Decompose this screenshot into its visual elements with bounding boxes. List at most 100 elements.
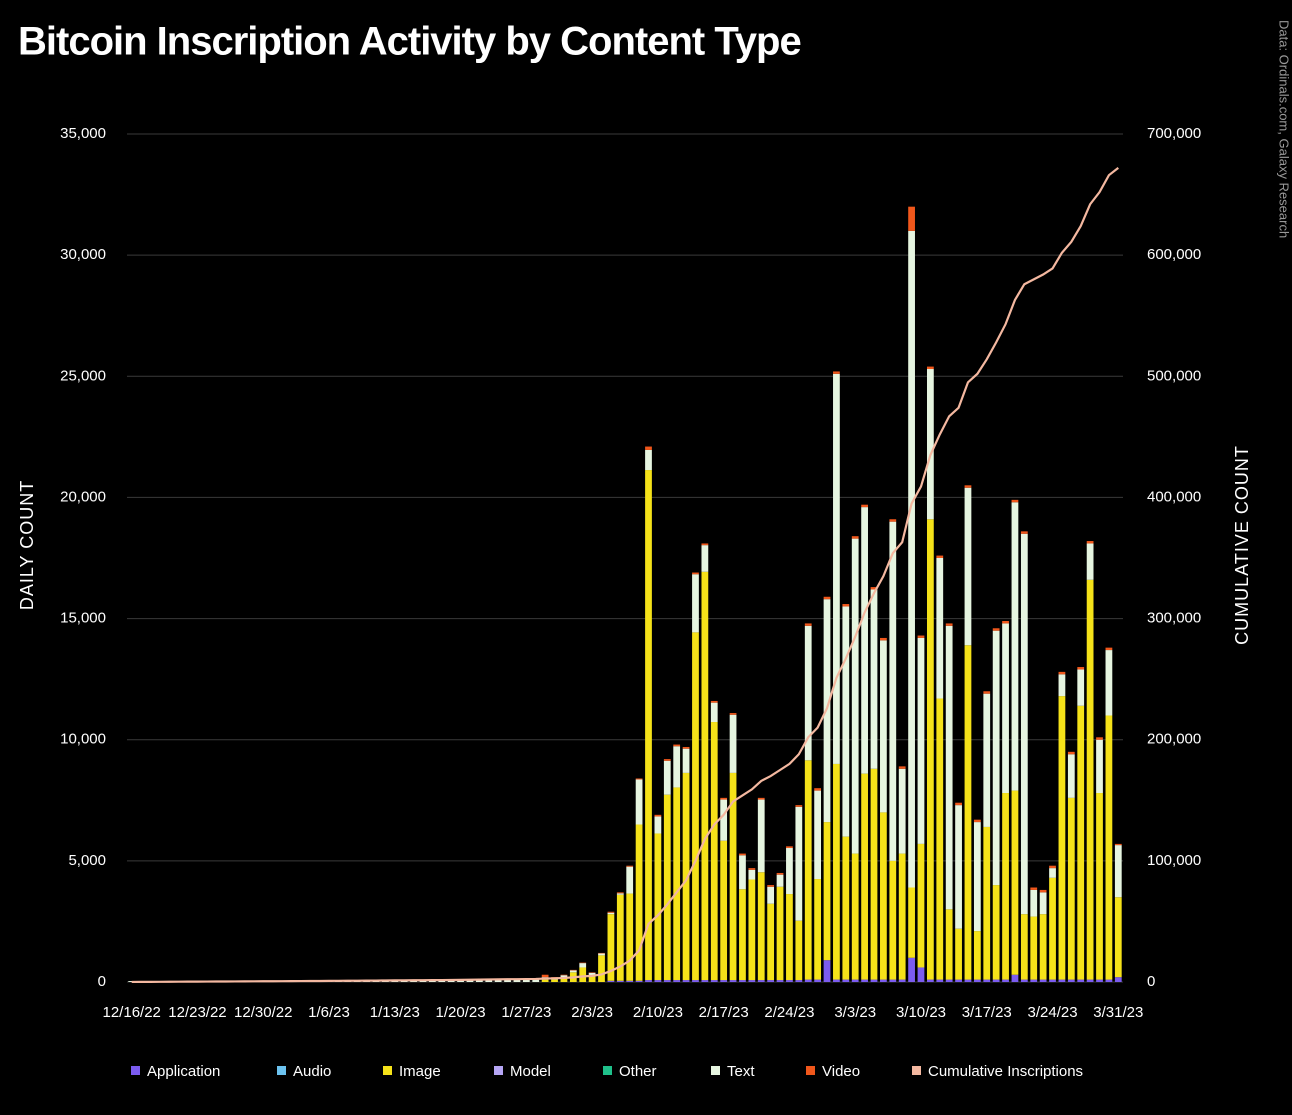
bar-segment: [588, 972, 596, 976]
bar-segment: [776, 874, 784, 887]
bar-segment: [1086, 541, 1094, 544]
legend-swatch: [494, 1066, 503, 1075]
bar-segment: [870, 768, 878, 980]
bar-segment: [898, 979, 906, 982]
bar-segment: [701, 980, 709, 982]
bar-segment: [908, 887, 915, 958]
bar-segment: [579, 963, 587, 968]
bar-segment: [626, 980, 634, 982]
bar-segment: [729, 980, 737, 982]
bar-segment: [1058, 671, 1066, 675]
bar-segment: [1096, 737, 1103, 740]
bar-segment: [804, 760, 812, 980]
bar-segment: [654, 833, 662, 981]
bar-segment: [692, 980, 699, 982]
bar-segment: [748, 980, 756, 982]
bar-segment: [861, 773, 868, 980]
bar-segment: [654, 816, 662, 834]
y2-tick-label: 100,000: [1147, 852, 1201, 869]
bar-segment: [795, 980, 803, 982]
bar-segment: [1011, 974, 1019, 982]
bar-segment: [1105, 650, 1113, 716]
bar-segment: [1086, 543, 1094, 580]
bar-segment: [710, 702, 718, 723]
bar-segment: [908, 957, 915, 982]
bar-segment: [1077, 705, 1085, 980]
bar-segment: [739, 889, 746, 981]
bar-segment: [926, 369, 934, 520]
bar-segment: [1030, 979, 1038, 982]
bar-segment: [485, 979, 493, 982]
bar-segment: [945, 979, 953, 982]
bar-segment: [532, 979, 540, 982]
bar-segment: [551, 979, 558, 982]
bar-segment: [1096, 793, 1103, 980]
bar-segment: [729, 713, 737, 715]
bar-segment: [428, 980, 436, 982]
bar-segment: [616, 892, 624, 894]
bar-segment: [1020, 531, 1028, 534]
bar-segment: [1039, 889, 1047, 893]
bar-segment: [1020, 979, 1028, 982]
x-tick-label: 1/6/23: [308, 1004, 350, 1021]
legend-swatch: [912, 1066, 921, 1075]
bar-segment: [729, 714, 737, 773]
bar-segment: [438, 980, 446, 982]
bar-segment: [833, 979, 840, 982]
bar-segment: [973, 822, 981, 932]
x-tick-label: 3/24/23: [1028, 1004, 1078, 1021]
x-tick-label: 3/3/23: [834, 1004, 876, 1021]
bar-segment: [880, 979, 887, 982]
bar-segment: [1039, 892, 1047, 915]
bar-segment: [720, 797, 728, 800]
bar-segment: [964, 979, 972, 982]
y-tick-label: 20,000: [60, 488, 106, 505]
bar-segment: [560, 978, 568, 982]
bar-segment: [889, 979, 897, 982]
bar-segment: [823, 960, 831, 982]
bar-segment: [1105, 647, 1113, 651]
bar-segment: [851, 536, 859, 539]
bar-segment: [955, 928, 962, 980]
bar-segment: [1002, 623, 1009, 794]
bar-segment: [1114, 977, 1122, 982]
bar-segment: [964, 487, 972, 646]
bar-segment: [626, 865, 634, 867]
bar-segment: [936, 555, 944, 558]
bar-segment: [945, 625, 953, 910]
bar-segment: [889, 521, 897, 861]
y2-tick-label: 600,000: [1147, 246, 1201, 263]
bar-segment: [748, 879, 756, 981]
bar-segment: [1105, 715, 1113, 980]
bar-segment: [1030, 916, 1038, 980]
bar-segment: [786, 894, 793, 981]
bar-segment: [522, 979, 530, 982]
bar-segment: [673, 980, 681, 982]
x-tick-label: 1/27/23: [501, 1004, 551, 1021]
legend-label: Video: [822, 1063, 860, 1080]
bar-segment: [1011, 502, 1019, 791]
bar-segment: [1077, 667, 1085, 670]
bar-segment: [955, 805, 962, 929]
bar-segment: [607, 980, 615, 982]
bar-segment: [776, 872, 784, 875]
bar-segment: [945, 909, 953, 980]
bar-segment: [804, 625, 812, 761]
bar-segment: [795, 920, 803, 981]
bar-segment: [663, 760, 671, 795]
x-tick-label: 3/31/23: [1093, 1004, 1143, 1021]
y-tick-label: 10,000: [60, 731, 106, 748]
y2-tick-label: 500,000: [1147, 367, 1201, 384]
bar-segment: [1067, 797, 1075, 980]
bar-segment: [1030, 887, 1038, 890]
bar-segment: [1077, 979, 1085, 982]
bar-segment: [1096, 979, 1103, 982]
bar-segment: [579, 967, 587, 982]
bar-segment: [729, 772, 737, 981]
bar-segment: [1058, 696, 1066, 980]
bar-segment: [635, 778, 643, 780]
bar-segment: [767, 903, 775, 981]
y-tick-label: 15,000: [60, 610, 106, 627]
bar-segment: [654, 980, 662, 982]
